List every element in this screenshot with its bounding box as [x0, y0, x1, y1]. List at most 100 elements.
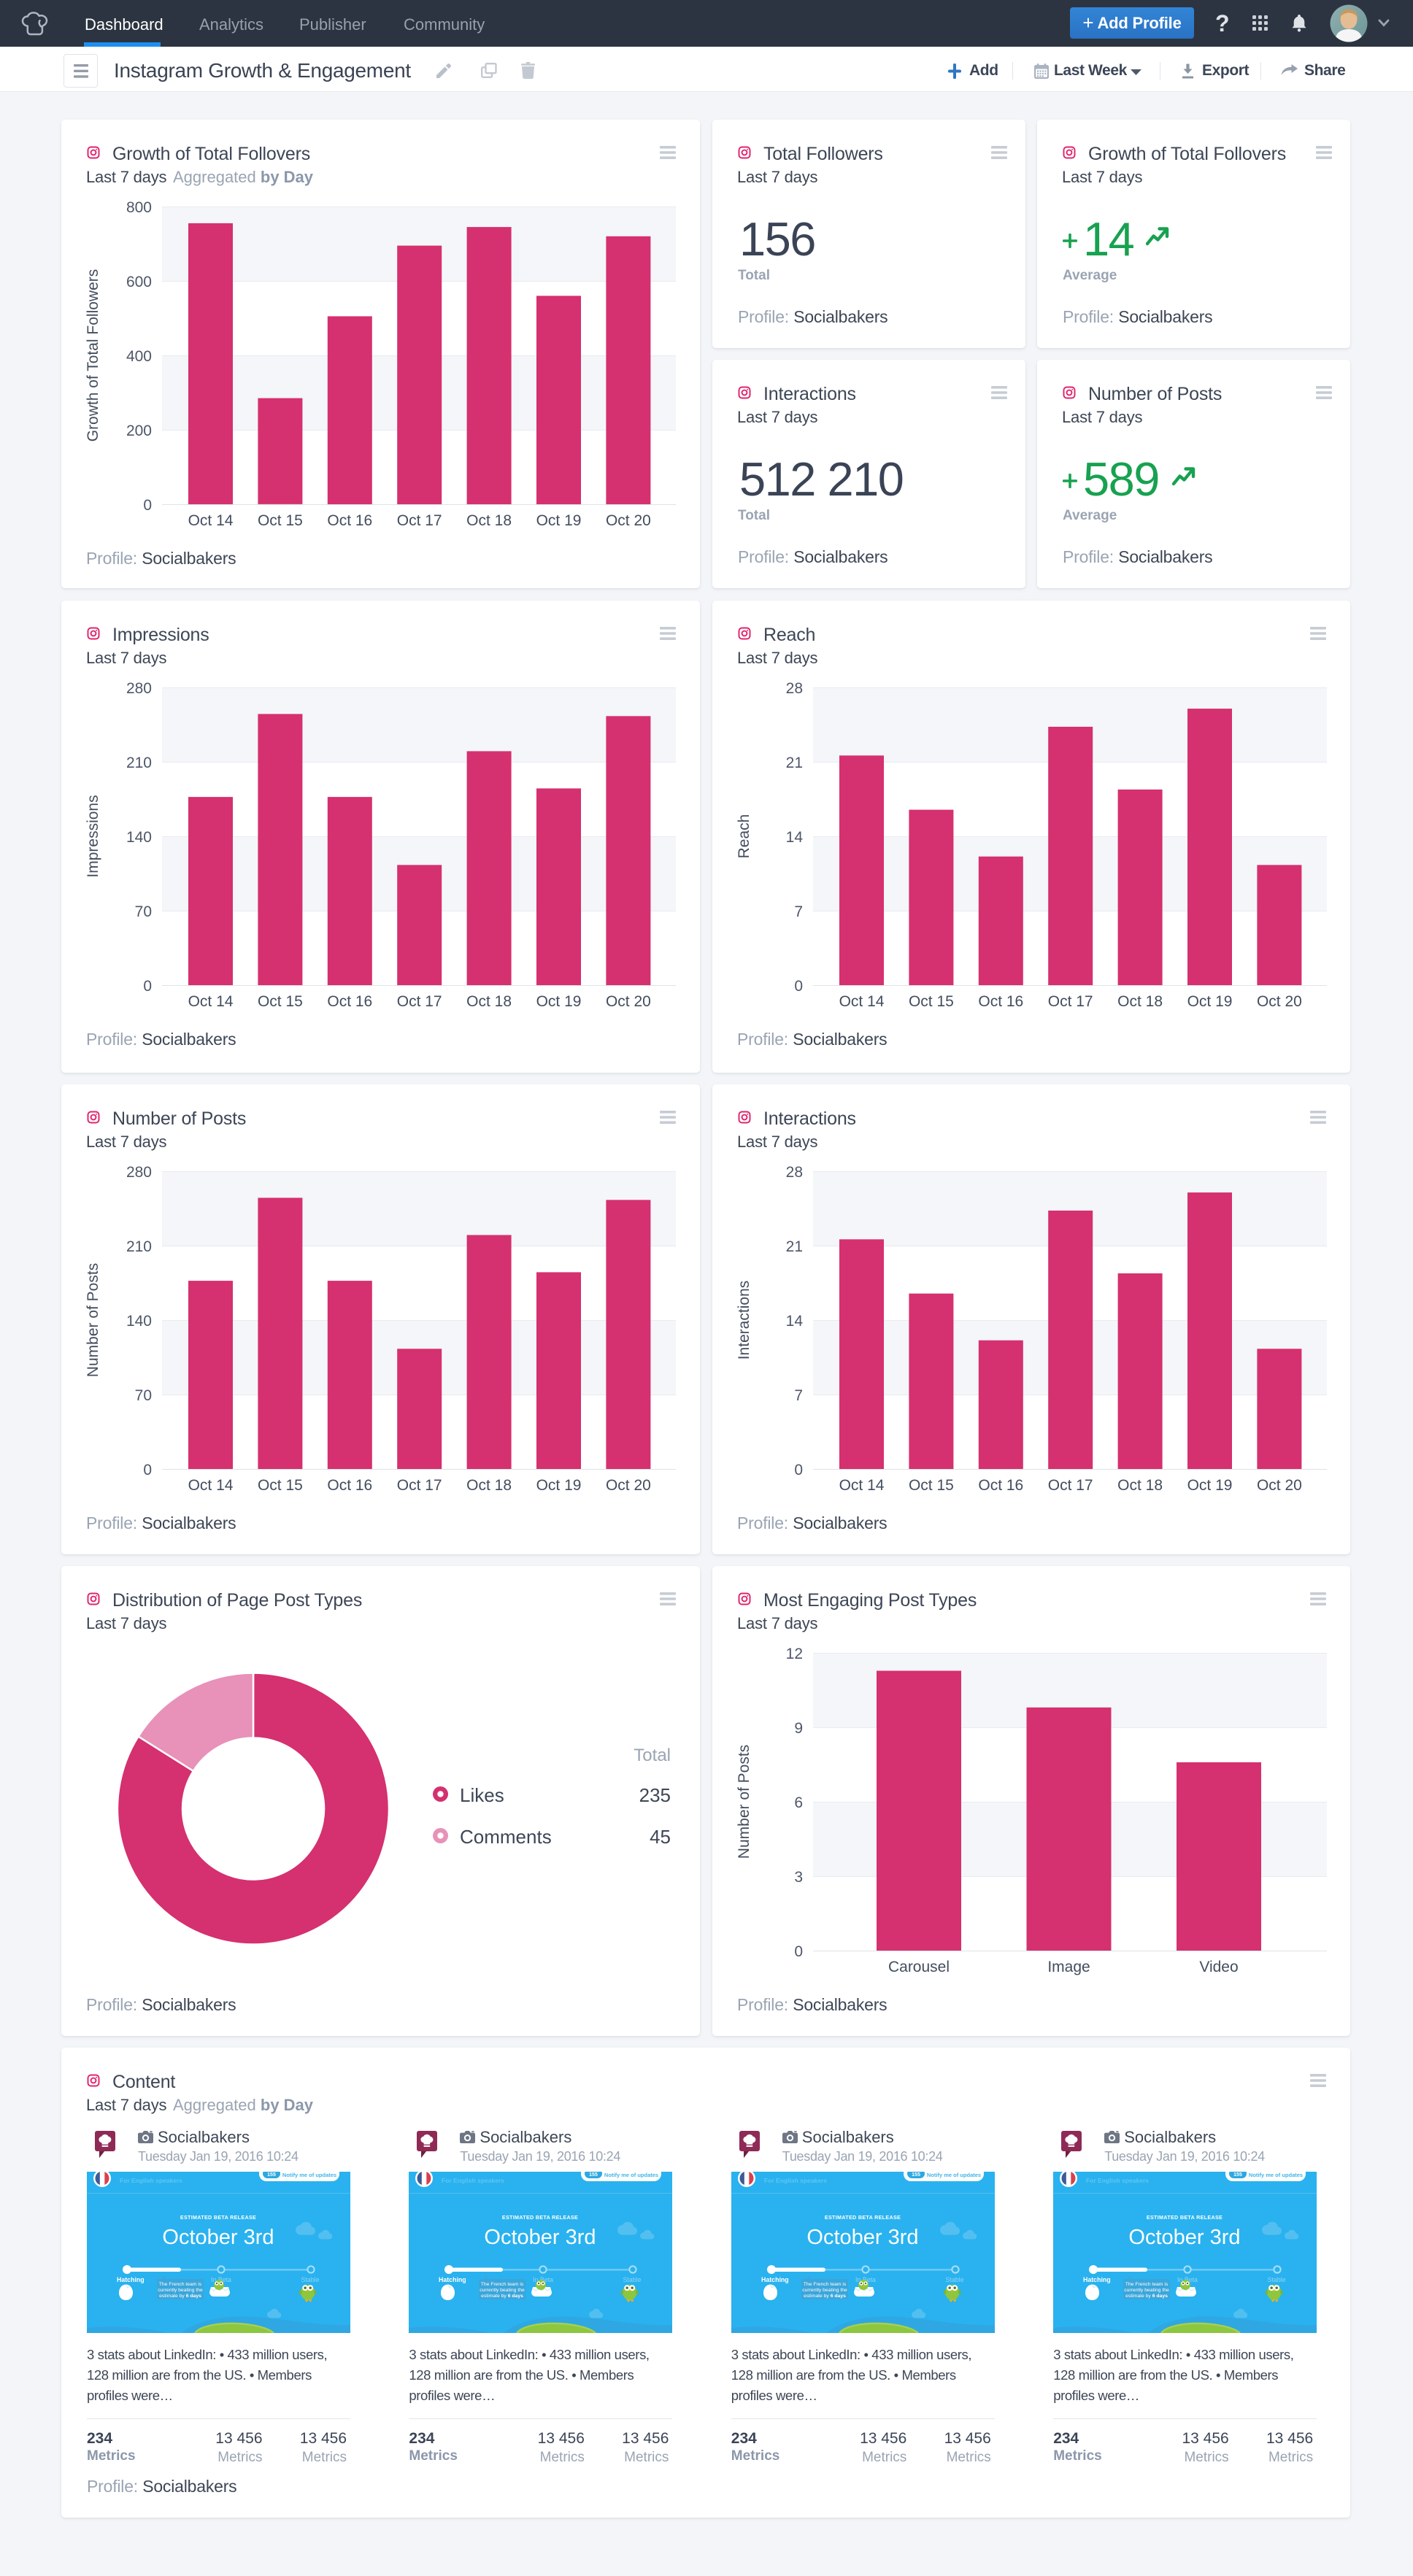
svg-text:14: 14: [786, 829, 804, 846]
svg-text:Oct 19: Oct 19: [536, 993, 582, 1010]
svg-text:Oct 18: Oct 18: [466, 993, 512, 1010]
svg-text:0: 0: [143, 1462, 152, 1478]
svg-text:Stable: Stable: [1268, 2276, 1286, 2283]
svg-text:Notify me of updates: Notify me of updates: [282, 2172, 336, 2178]
svg-text:Oct 17: Oct 17: [397, 512, 442, 529]
svg-text:280: 280: [126, 680, 152, 697]
svg-text:Oct 14: Oct 14: [839, 993, 885, 1010]
svg-text:estimate by 6 days: estimate by 6 days: [159, 2294, 201, 2299]
svg-text:ESTIMATED BETA RELEASE: ESTIMATED BETA RELEASE: [180, 2214, 256, 2221]
svg-text:70: 70: [135, 903, 152, 920]
svg-text:Oct 18: Oct 18: [466, 1477, 512, 1494]
svg-text:Oct 16: Oct 16: [978, 993, 1023, 1010]
svg-text:28: 28: [786, 1164, 803, 1181]
svg-text:Oct 15: Oct 15: [909, 993, 954, 1010]
svg-text:Oct 18: Oct 18: [1117, 993, 1163, 1010]
svg-text:210: 210: [126, 1238, 152, 1255]
svg-text:For English speakers: For English speakers: [1086, 2177, 1149, 2184]
svg-text:The French team is: The French team is: [481, 2282, 524, 2287]
svg-text:Oct 17: Oct 17: [1048, 993, 1093, 1010]
svg-text:Oct 17: Oct 17: [1048, 1477, 1093, 1494]
svg-text:October 3rd: October 3rd: [485, 2226, 596, 2249]
svg-text:Oct 18: Oct 18: [1117, 1477, 1163, 1494]
svg-text:ESTIMATED BETA RELEASE: ESTIMATED BETA RELEASE: [1147, 2214, 1223, 2221]
svg-text:0: 0: [794, 1943, 803, 1960]
svg-text:For English speakers: For English speakers: [442, 2177, 504, 2184]
svg-text:Oct 16: Oct 16: [978, 1477, 1023, 1494]
svg-text:280: 280: [126, 1164, 152, 1181]
svg-text:Stable: Stable: [301, 2276, 320, 2283]
svg-text:October 3rd: October 3rd: [162, 2226, 274, 2249]
svg-text:Number of Posts: Number of Posts: [85, 1263, 101, 1377]
svg-text:Oct 19: Oct 19: [536, 1477, 582, 1494]
svg-text:Notify me of updates: Notify me of updates: [604, 2172, 658, 2178]
svg-text:Oct 20: Oct 20: [606, 1477, 651, 1494]
svg-text:Hatching: Hatching: [117, 2276, 145, 2283]
svg-text:Image: Image: [1047, 1959, 1090, 1975]
svg-text:currently beating the: currently beating the: [158, 2288, 203, 2293]
svg-text:Oct 20: Oct 20: [606, 993, 651, 1010]
svg-text:Oct 18: Oct 18: [466, 512, 512, 529]
svg-text:155: 155: [912, 2172, 920, 2178]
svg-text:28: 28: [786, 680, 803, 697]
svg-text:Video: Video: [1199, 1959, 1238, 1975]
svg-text:210: 210: [126, 755, 152, 771]
svg-text:Hatching: Hatching: [439, 2276, 466, 2283]
svg-text:Notify me of updates: Notify me of updates: [927, 2172, 981, 2178]
svg-text:October 3rd: October 3rd: [1129, 2226, 1241, 2249]
svg-text:currently beating the: currently beating the: [480, 2288, 525, 2293]
svg-text:Oct 16: Oct 16: [327, 512, 372, 529]
svg-text:Oct 14: Oct 14: [839, 1477, 885, 1494]
svg-text:Oct 19: Oct 19: [536, 512, 582, 529]
svg-text:Oct 17: Oct 17: [397, 993, 442, 1010]
svg-text:estimate by 6 days: estimate by 6 days: [1125, 2294, 1168, 2299]
svg-text:Oct 15: Oct 15: [258, 1477, 303, 1494]
svg-text:Oct 15: Oct 15: [258, 993, 303, 1010]
svg-text:0: 0: [794, 978, 803, 995]
svg-text:Oct 20: Oct 20: [1257, 1477, 1302, 1494]
svg-text:140: 140: [126, 829, 152, 846]
svg-text:12: 12: [786, 1646, 803, 1662]
svg-text:ESTIMATED BETA RELEASE: ESTIMATED BETA RELEASE: [502, 2214, 578, 2221]
svg-text:155: 155: [1233, 2172, 1242, 2178]
svg-text:In Beta: In Beta: [1177, 2276, 1198, 2283]
svg-text:Notify me of updates: Notify me of updates: [1249, 2172, 1303, 2178]
svg-text:Carousel: Carousel: [888, 1959, 950, 1975]
svg-text:21: 21: [786, 755, 803, 771]
svg-text:October 3rd: October 3rd: [806, 2226, 918, 2249]
svg-text:Number of Posts: Number of Posts: [736, 1745, 752, 1859]
svg-text:Growth of Total Followers: Growth of Total Followers: [85, 269, 101, 442]
svg-text:Hatching: Hatching: [1083, 2276, 1111, 2283]
svg-text:The French team is: The French team is: [804, 2282, 847, 2287]
svg-text:Oct 14: Oct 14: [188, 993, 234, 1010]
svg-text:Oct 16: Oct 16: [327, 1477, 372, 1494]
svg-text:currently beating the: currently beating the: [802, 2288, 847, 2293]
svg-text:Oct 17: Oct 17: [397, 1477, 442, 1494]
svg-text:Reach: Reach: [736, 814, 752, 859]
svg-text:Oct 19: Oct 19: [1187, 993, 1233, 1010]
svg-text:ESTIMATED BETA RELEASE: ESTIMATED BETA RELEASE: [825, 2214, 901, 2221]
svg-text:The French team is: The French team is: [1125, 2282, 1168, 2287]
svg-text:estimate by 6 days: estimate by 6 days: [481, 2294, 523, 2299]
svg-text:800: 800: [126, 199, 152, 216]
svg-text:21: 21: [786, 1238, 803, 1255]
svg-text:For English speakers: For English speakers: [120, 2177, 182, 2184]
svg-text:Oct 15: Oct 15: [258, 512, 303, 529]
svg-text:155: 155: [267, 2172, 276, 2178]
svg-text:In Beta: In Beta: [211, 2276, 231, 2283]
svg-text:9: 9: [794, 1720, 803, 1737]
svg-text:Oct 14: Oct 14: [188, 1477, 234, 1494]
svg-text:600: 600: [126, 274, 152, 290]
svg-text:0: 0: [143, 497, 152, 514]
svg-text:0: 0: [794, 1462, 803, 1478]
svg-text:Oct 19: Oct 19: [1187, 1477, 1233, 1494]
svg-text:Oct 16: Oct 16: [327, 993, 372, 1010]
svg-text:140: 140: [126, 1313, 152, 1330]
svg-text:155: 155: [590, 2172, 598, 2178]
svg-text:7: 7: [794, 903, 803, 920]
svg-text:estimate by 6 days: estimate by 6 days: [804, 2294, 846, 2299]
svg-text:Hatching: Hatching: [761, 2276, 789, 2283]
svg-text:7: 7: [794, 1387, 803, 1404]
svg-text:Oct 14: Oct 14: [188, 512, 234, 529]
svg-text:Oct 15: Oct 15: [909, 1477, 954, 1494]
